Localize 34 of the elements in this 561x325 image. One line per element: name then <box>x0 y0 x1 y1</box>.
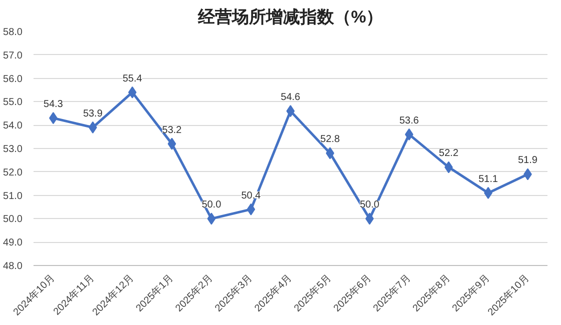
data-label: 50.0 <box>202 200 222 211</box>
data-label: 53.9 <box>83 108 103 120</box>
y-tick-label: 57.0 <box>3 50 23 62</box>
point <box>128 86 137 98</box>
data-label: 50.4 <box>241 190 262 202</box>
y-tick-label: 51.0 <box>3 190 23 202</box>
point <box>286 105 295 118</box>
y-tick-label: 48.0 <box>3 261 23 272</box>
point <box>168 138 176 150</box>
point <box>444 161 453 174</box>
data-label: 55.4 <box>122 73 143 84</box>
data-label: 53.6 <box>399 115 420 126</box>
y-tick-label: 50.0 <box>3 214 23 226</box>
data-label: 51.9 <box>518 155 538 166</box>
y-tick-label: 55.0 <box>3 97 23 108</box>
data-label: 53.2 <box>162 124 182 136</box>
point <box>326 147 334 160</box>
data-label: 51.1 <box>478 174 498 185</box>
y-tick-label: 52.0 <box>3 167 23 178</box>
y-tick-label: 58.0 <box>3 27 23 38</box>
y-tick-label: 49.0 <box>3 238 23 249</box>
data-label: 52.8 <box>320 134 340 146</box>
data-label: 54.3 <box>44 99 64 110</box>
data-label: 52.2 <box>438 148 459 160</box>
y-tick-label: 53.0 <box>3 144 23 155</box>
y-tick-label: 56.0 <box>3 74 23 85</box>
point <box>207 212 216 225</box>
point <box>246 203 256 216</box>
chart-title: 经营场所增减指数（%） <box>196 8 384 26</box>
data-label: 50.0 <box>360 200 380 211</box>
data-label: 54.6 <box>280 92 301 104</box>
point <box>365 212 374 225</box>
point <box>404 128 414 140</box>
y-tick-label: 54.0 <box>3 120 23 132</box>
